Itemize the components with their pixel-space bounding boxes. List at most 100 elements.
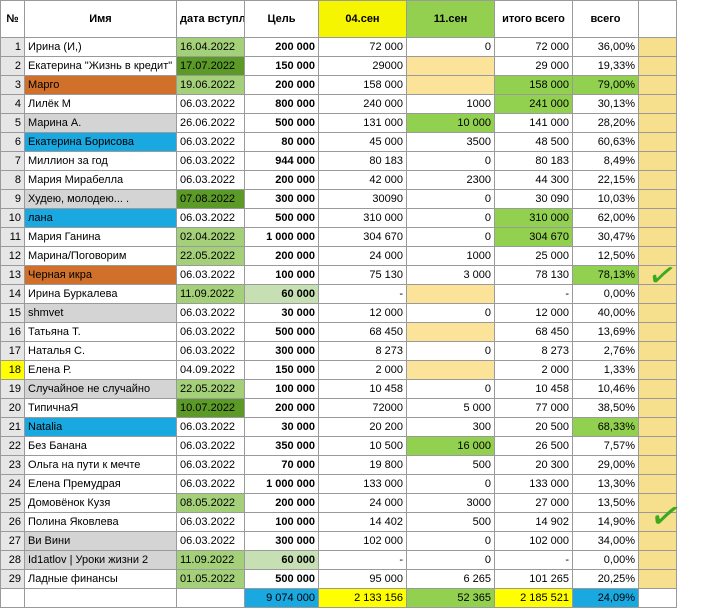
date-cell[interactable]: 22.05.2022 [176,379,245,399]
total-cell[interactable]: 30 090 [494,189,573,209]
total-cell[interactable]: 80 183 [494,151,573,171]
percent-cell[interactable]: 10,46% [572,379,639,399]
week-1-cell[interactable]: 29000 [318,56,407,76]
week-1-cell[interactable]: 310 000 [318,208,407,228]
percent-cell[interactable]: 38,50% [572,398,639,418]
week-1-cell[interactable]: 14 402 [318,512,407,532]
week-1-cell[interactable]: 2 000 [318,360,407,380]
row-number-cell[interactable]: 15 [0,303,25,323]
week-1-cell[interactable]: 42 000 [318,170,407,190]
date-cell[interactable]: 06.03.2022 [176,303,245,323]
name-cell[interactable]: Ладные финансы [24,569,177,589]
week-1-cell[interactable]: - [318,284,407,304]
extra-cell[interactable] [638,531,677,551]
week-2-cell[interactable]: 0 [406,189,495,209]
week-1-cell[interactable]: 133 000 [318,474,407,494]
total-cell[interactable]: 310 000 [494,208,573,228]
date-cell[interactable]: 06.03.2022 [176,474,245,494]
percent-cell[interactable]: 20,25% [572,569,639,589]
extra-cell[interactable] [638,132,677,152]
percent-cell[interactable]: 30,47% [572,227,639,247]
name-cell[interactable]: Мария Мирабелла [24,170,177,190]
name-cell[interactable]: Марго [24,75,177,95]
percent-cell[interactable]: 10,03% [572,189,639,209]
week-2-cell[interactable]: 0 [406,227,495,247]
row-number-cell[interactable]: 2 [0,56,25,76]
total-cell[interactable]: 72 000 [494,37,573,57]
goal-cell[interactable]: 300 000 [244,189,319,209]
goal-cell[interactable]: 300 000 [244,341,319,361]
week-1-cell[interactable]: 19 800 [318,455,407,475]
week-2-cell[interactable]: 0 [406,208,495,228]
percent-cell[interactable]: 28,20% [572,113,639,133]
total-percent-cell[interactable]: 24,09% [572,588,639,608]
percent-cell[interactable]: 68,33% [572,417,639,437]
name-cell[interactable]: Ирина (И,) [24,37,177,57]
week-1-cell[interactable]: 158 000 [318,75,407,95]
name-cell[interactable]: Ирина Буркалева [24,284,177,304]
date-cell[interactable]: 11.09.2022 [176,284,245,304]
row-number-cell[interactable]: 25 [0,493,25,513]
extra-cell[interactable] [638,56,677,76]
week-2-cell[interactable]: 1000 [406,94,495,114]
row-number-cell[interactable]: 20 [0,398,25,418]
total-cell[interactable]: 20 500 [494,417,573,437]
row-number-cell[interactable]: 11 [0,227,25,247]
header-week-2[interactable]: 11.сен [406,0,495,38]
date-cell[interactable]: 06.03.2022 [176,265,245,285]
percent-cell[interactable]: 12,50% [572,246,639,266]
row-number-cell[interactable]: 5 [0,113,25,133]
goal-cell[interactable]: 200 000 [244,75,319,95]
week-2-cell[interactable]: 0 [406,303,495,323]
name-cell[interactable]: Черная икра [24,265,177,285]
extra-cell[interactable] [638,284,677,304]
goal-cell[interactable]: 500 000 [244,208,319,228]
goal-cell[interactable]: 150 000 [244,56,319,76]
percent-cell[interactable]: 13,30% [572,474,639,494]
name-cell[interactable]: лана [24,208,177,228]
week-2-cell[interactable]: 500 [406,512,495,532]
goal-cell[interactable]: 300 000 [244,531,319,551]
date-cell[interactable]: 04.09.2022 [176,360,245,380]
week-2-cell[interactable]: 0 [406,341,495,361]
week-2-cell[interactable]: 300 [406,417,495,437]
goal-cell[interactable]: 200 000 [244,246,319,266]
goal-cell[interactable]: 80 000 [244,132,319,152]
extra-cell[interactable] [638,75,677,95]
week-2-cell[interactable]: 3 000 [406,265,495,285]
date-cell[interactable]: 06.03.2022 [176,531,245,551]
goal-cell[interactable]: 944 000 [244,151,319,171]
goal-cell[interactable]: 200 000 [244,398,319,418]
date-cell[interactable]: 02.04.2022 [176,227,245,247]
total-cell[interactable]: 8 273 [494,341,573,361]
extra-cell[interactable] [638,474,677,494]
week-2-cell[interactable]: 0 [406,531,495,551]
name-cell[interactable]: Ви Вини [24,531,177,551]
row-number-cell[interactable]: 3 [0,75,25,95]
total-cell[interactable]: 102 000 [494,531,573,551]
row-number-cell[interactable]: 12 [0,246,25,266]
row-number-cell[interactable]: 17 [0,341,25,361]
header-name[interactable]: Имя [24,0,177,38]
date-cell[interactable]: 06.03.2022 [176,436,245,456]
week-1-cell[interactable]: 95 000 [318,569,407,589]
week-2-cell[interactable] [406,322,495,342]
percent-cell[interactable]: 22,15% [572,170,639,190]
extra-cell[interactable] [638,360,677,380]
goal-cell[interactable]: 100 000 [244,265,319,285]
week-1-cell[interactable]: 24 000 [318,246,407,266]
header-total[interactable]: итого всего [494,0,573,38]
date-cell[interactable]: 06.03.2022 [176,341,245,361]
extra-cell[interactable] [638,379,677,399]
percent-cell[interactable]: 7,57% [572,436,639,456]
extra-cell[interactable] [638,37,677,57]
percent-cell[interactable]: 14,90% [572,512,639,532]
week-1-cell[interactable]: 72000 [318,398,407,418]
week-2-cell[interactable]: 500 [406,455,495,475]
date-cell[interactable]: 26.06.2022 [176,113,245,133]
name-cell[interactable]: Марина А. [24,113,177,133]
week-2-cell[interactable]: 0 [406,379,495,399]
total-cell[interactable]: 26 500 [494,436,573,456]
percent-cell[interactable]: 13,50% [572,493,639,513]
row-number-cell[interactable]: 18 [0,360,25,380]
